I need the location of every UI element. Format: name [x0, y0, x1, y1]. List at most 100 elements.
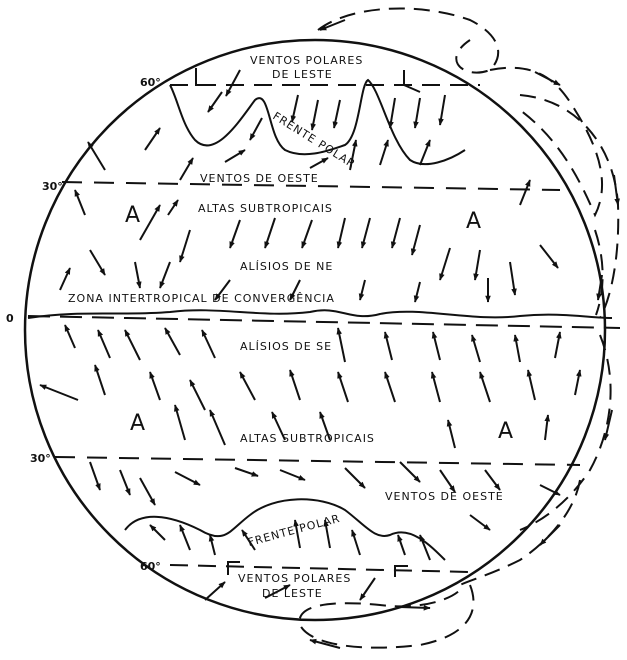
wind-arrow — [319, 411, 331, 441]
wind-arrow — [430, 371, 441, 403]
wind-arrow — [336, 327, 346, 363]
wind-arrow — [431, 331, 441, 361]
polar-front-south-line-marker-right — [394, 565, 408, 577]
latitude-label-0: 0 — [6, 312, 14, 325]
wind-arrow — [469, 514, 491, 531]
wind-arrow — [413, 281, 421, 303]
wind-arrow — [134, 261, 142, 289]
wind-arrow — [384, 371, 396, 403]
polar-front-north-line-marker-right — [403, 70, 421, 93]
wind-arrow — [201, 329, 216, 359]
wind-arrow — [509, 261, 517, 296]
wind-arrow — [139, 204, 161, 241]
wind-arrow — [554, 331, 562, 359]
wind-arrow — [97, 329, 111, 359]
polar-cell-south-arrow-2 — [399, 604, 431, 611]
hadley-cell-south-arrow — [603, 409, 613, 441]
polar-front-north-curve — [169, 78, 466, 166]
wind-arrow — [74, 189, 86, 216]
wind-arrow — [179, 157, 194, 181]
wind-arrow — [526, 369, 536, 401]
wind-arrow — [344, 467, 366, 489]
wind-arrow — [271, 411, 286, 441]
wind-arrows — [39, 69, 582, 601]
polar-easterlies-north-label-line1: VENTOS POLARES — [250, 54, 363, 67]
wind-arrow — [239, 371, 256, 401]
wind-arrow — [349, 139, 358, 171]
westerlies-north-label: VENTOS DE OESTE — [200, 172, 319, 185]
wind-arrow — [144, 127, 161, 151]
polar-cell-north-loop — [317, 7, 500, 74]
wind-arrow — [208, 534, 216, 556]
polar-front-south-curve — [124, 498, 446, 561]
wind-arrow — [513, 334, 521, 363]
trades-se-label: ALÍSIOS DE SE — [240, 340, 332, 353]
wind-arrow — [189, 379, 206, 411]
wind-arrow — [264, 584, 291, 599]
wind-arrow — [360, 217, 371, 249]
wind-arrow — [388, 97, 396, 129]
wind-arrow — [207, 91, 223, 113]
wind-arrow — [399, 461, 421, 483]
wind-arrow — [89, 461, 101, 491]
equator-line — [27, 315, 621, 329]
wind-arrow — [149, 524, 166, 541]
wind-arrow — [39, 384, 79, 401]
latitude-label-30n: 30° — [42, 180, 63, 193]
hadley-cell-inner-arrow — [596, 274, 603, 301]
wind-arrow — [439, 469, 456, 493]
wind-arrow — [87, 141, 106, 171]
wind-arrow — [309, 157, 329, 169]
wind-arrow — [439, 247, 451, 281]
wind-arrow — [479, 371, 491, 403]
wind-arrow — [359, 577, 376, 601]
wind-arrow — [337, 371, 349, 403]
polar-easterlies-south-label-line1: VENTOS POLARES — [238, 572, 351, 585]
itcz-wavy-line — [27, 309, 613, 319]
wind-arrow — [323, 519, 331, 549]
wind-arrow — [249, 117, 263, 141]
wind-arrow — [59, 267, 71, 291]
wind-arrow — [234, 467, 259, 477]
itcz-label: ZONA INTERTROPICAL DE CONVERGÊNCIA — [68, 292, 335, 305]
wind-arrow — [539, 484, 561, 496]
hadley-cell-north-loop — [519, 94, 620, 319]
hadley-cell-north-arrow — [613, 174, 620, 206]
wind-arrow — [159, 261, 171, 289]
polar-cell-north-arrow — [319, 19, 346, 31]
globe-outline — [23, 38, 607, 622]
wind-arrow — [413, 97, 421, 129]
subtropical-highs-south-label: ALTAS SUBTROPICAIS — [240, 432, 375, 445]
high-pressure-ne: A — [466, 209, 481, 234]
wind-arrow — [351, 529, 361, 556]
ferrel-cell-south-arrow — [539, 524, 561, 546]
wind-arrow — [471, 334, 481, 363]
wind-arrow — [164, 327, 181, 356]
wind-arrow — [438, 94, 446, 126]
polar-cell-south-arrow — [309, 638, 341, 649]
wind-arrow — [390, 217, 401, 249]
wind-arrow — [94, 364, 106, 396]
polar-front-north-line-marker-left — [195, 68, 210, 86]
wind-arrow — [204, 581, 226, 601]
latitude-line-60s — [169, 564, 471, 573]
wind-arrow — [332, 99, 341, 129]
ferrel-cell-north-arrow — [534, 71, 561, 86]
wind-arrow — [419, 139, 431, 166]
wind-arrow — [179, 524, 191, 551]
wind-arrow — [119, 469, 131, 496]
high-pressure-nw: A — [125, 203, 140, 228]
wind-arrow — [167, 199, 179, 216]
wind-arrow — [383, 331, 393, 361]
wind-arrow — [473, 249, 481, 281]
wind-arrow — [310, 99, 319, 131]
wind-arrow — [174, 471, 201, 486]
wind-arrow — [214, 279, 231, 301]
ferrel-cell-north-loop — [489, 66, 603, 218]
hadley-cell-south-loop — [519, 334, 612, 531]
wind-arrow — [225, 69, 241, 97]
wind-arrow — [89, 249, 106, 276]
polar-front-south-line-marker-left — [227, 561, 240, 575]
wind-arrow — [224, 149, 246, 163]
